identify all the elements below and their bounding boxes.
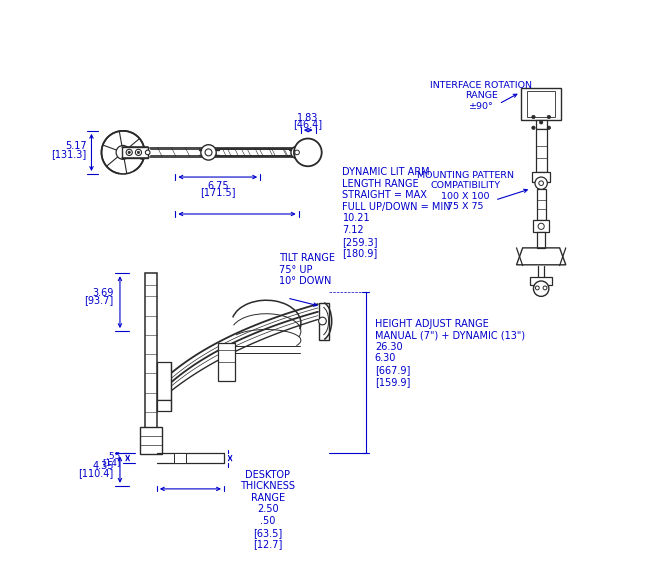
Text: 4.35: 4.35 bbox=[92, 461, 114, 471]
Circle shape bbox=[205, 149, 212, 156]
Bar bbox=[536, 120, 547, 129]
Circle shape bbox=[547, 115, 551, 119]
Bar bbox=[521, 88, 561, 120]
Circle shape bbox=[318, 317, 326, 325]
Circle shape bbox=[201, 145, 216, 160]
Text: DYNAMIC LIT ARM
LENGTH RANGE
STRAIGHT = MAX
FULL UP/DOWN = MIN
10.21
7.12
[259.3: DYNAMIC LIT ARM LENGTH RANGE STRAIGHT = … bbox=[342, 167, 451, 258]
Text: 6.75: 6.75 bbox=[207, 181, 229, 190]
Text: .55: .55 bbox=[106, 452, 120, 461]
Bar bbox=[536, 189, 546, 220]
Circle shape bbox=[535, 177, 547, 189]
Text: [46.4]: [46.4] bbox=[294, 119, 322, 129]
Text: TILT RANGE
75° UP
10° DOWN: TILT RANGE 75° UP 10° DOWN bbox=[279, 253, 335, 286]
Text: HEIGHT ADJUST RANGE
MANUAL (7") + DYNAMIC (13")
26.30
6.30
[667.9]
[159.9]: HEIGHT ADJUST RANGE MANUAL (7") + DYNAMI… bbox=[375, 319, 525, 387]
Bar bbox=[537, 233, 545, 248]
Circle shape bbox=[535, 286, 539, 290]
Circle shape bbox=[128, 151, 130, 153]
Circle shape bbox=[539, 181, 544, 186]
Text: MOUNTING PATTERN
COMPATIBILITY
100 X 100
75 X 75: MOUNTING PATTERN COMPATIBILITY 100 X 100… bbox=[417, 171, 514, 211]
Bar bbox=[532, 171, 550, 182]
Circle shape bbox=[547, 126, 551, 129]
Text: [171.5]: [171.5] bbox=[200, 188, 236, 197]
Bar bbox=[174, 454, 186, 463]
Circle shape bbox=[135, 149, 141, 155]
Text: 3.69: 3.69 bbox=[92, 287, 114, 298]
Bar bbox=[531, 277, 552, 285]
Bar bbox=[157, 362, 171, 400]
Bar bbox=[527, 91, 555, 117]
Circle shape bbox=[137, 151, 139, 153]
Circle shape bbox=[116, 145, 130, 159]
Circle shape bbox=[295, 150, 299, 155]
Circle shape bbox=[538, 223, 544, 230]
Circle shape bbox=[145, 150, 150, 155]
Circle shape bbox=[126, 149, 132, 155]
Bar bbox=[122, 147, 148, 158]
Text: DESKTOP
THICKNESS
RANGE
2.50
.50
[63.5]
[12.7]: DESKTOP THICKNESS RANGE 2.50 .50 [63.5] … bbox=[240, 470, 296, 549]
Circle shape bbox=[532, 126, 535, 129]
Bar bbox=[145, 273, 157, 454]
Text: 1.83: 1.83 bbox=[297, 113, 318, 123]
Text: [131.3]: [131.3] bbox=[51, 149, 87, 159]
Text: [93.7]: [93.7] bbox=[85, 295, 114, 305]
Circle shape bbox=[532, 115, 535, 119]
Bar bbox=[320, 302, 329, 339]
Text: 5.17: 5.17 bbox=[65, 141, 87, 151]
Bar bbox=[533, 220, 549, 233]
Bar bbox=[536, 129, 547, 171]
Text: [110.4]: [110.4] bbox=[79, 469, 114, 478]
Circle shape bbox=[294, 138, 322, 166]
Circle shape bbox=[543, 286, 547, 290]
Bar bbox=[217, 343, 235, 381]
Circle shape bbox=[291, 146, 303, 159]
Bar bbox=[140, 426, 161, 454]
Circle shape bbox=[533, 281, 549, 297]
Text: INTERFACE ROTATION
RANGE
±90°: INTERFACE ROTATION RANGE ±90° bbox=[430, 81, 532, 111]
Text: [14]: [14] bbox=[102, 458, 120, 467]
Bar bbox=[157, 400, 171, 411]
Circle shape bbox=[540, 121, 543, 124]
